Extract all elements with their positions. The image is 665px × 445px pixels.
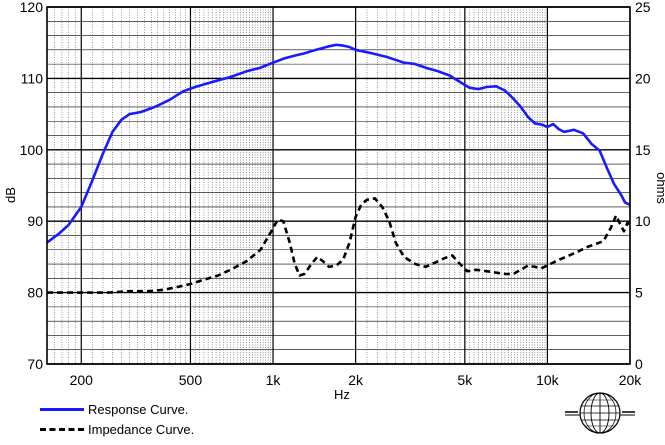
- y-tick-label-left: 120: [20, 0, 44, 15]
- x-tick-label: 2k: [348, 372, 364, 388]
- x-tick-label: 1k: [266, 372, 282, 388]
- y-tick-label-left: 80: [27, 285, 43, 301]
- x-tick-label: 5k: [457, 372, 473, 388]
- y-tick-label-left: 100: [20, 142, 44, 158]
- legend-label-impedance: Impedance Curve.: [88, 422, 195, 437]
- y-tick-label-right: 10: [635, 213, 651, 229]
- y-tick-label-right: 20: [635, 70, 651, 86]
- x-axis-label: Hz: [334, 387, 350, 402]
- y-tick-label-left: 70: [27, 356, 43, 372]
- y-tick-label-right: 0: [635, 356, 643, 372]
- y-tick-label-right: 5: [635, 285, 643, 301]
- y-tick-label-left: 90: [27, 213, 43, 229]
- y-axis-label-left: dB: [3, 187, 18, 203]
- y-tick-label-right: 15: [635, 142, 651, 158]
- legend-label-response: Response Curve.: [88, 402, 189, 417]
- legend-item-impedance: Impedance Curve.: [40, 422, 194, 437]
- x-tick-label: 200: [70, 372, 94, 388]
- x-tick-label: 20k: [619, 372, 643, 388]
- legend-swatch-impedance: [40, 428, 84, 431]
- y-tick-label-left: 110: [21, 70, 44, 86]
- plot-frame: [46, 6, 631, 365]
- tick-labels: 200 500 1k 2k 5k 10k 20k 70 80 90 100 110 120 0 5 10 15 2…: [20, 0, 651, 388]
- response-curve-line: [46, 43, 631, 244]
- x-tick-label: 500: [179, 372, 203, 388]
- impedance-curve-line: [47, 197, 632, 294]
- legend-swatch-response: [40, 408, 84, 411]
- globe-logo-icon: [565, 392, 635, 434]
- y-tick-label-right: 25: [635, 0, 651, 15]
- legend-item-response: Response Curve.: [40, 402, 188, 417]
- series-layer: [46, 43, 632, 294]
- y-axis-label-right: ohms: [654, 172, 665, 204]
- x-tick-label: 10k: [536, 372, 560, 388]
